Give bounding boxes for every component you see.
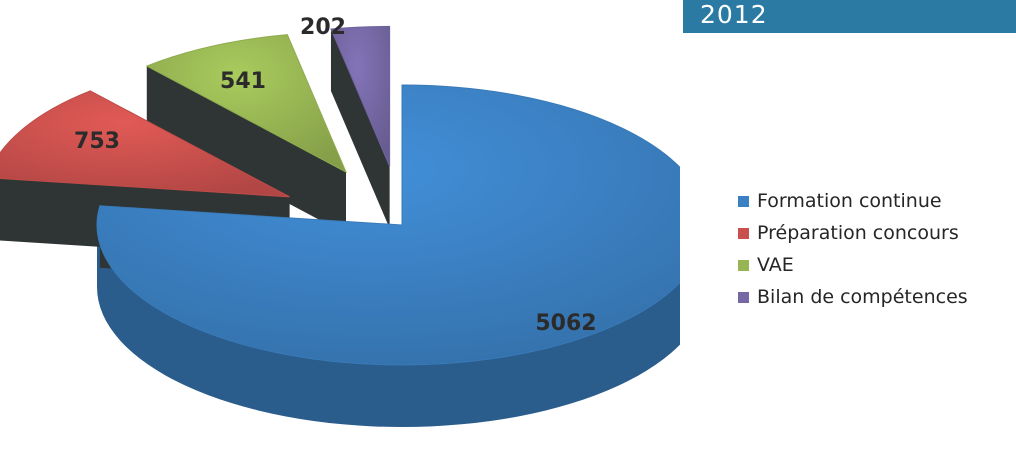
- pie-slice-preparation-concours: [0, 90, 290, 198]
- data-label-bilan-de-competences: 202: [300, 15, 346, 40]
- legend-swatch-vae: [738, 259, 749, 271]
- legend-item-formation-continue: Formation continue: [738, 185, 968, 217]
- legend-item-vae: VAE: [738, 249, 968, 281]
- legend-swatch-bilan-de-competences: [738, 291, 749, 303]
- legend-swatch-formation-continue: [738, 195, 749, 207]
- pie-cut-face-vae-start: [146, 66, 347, 235]
- pie-cut-face-bilan-de-competences-start: [330, 29, 390, 229]
- legend-label-vae: VAE: [757, 254, 794, 276]
- pie-slice-vae: [145, 34, 348, 174]
- legend-swatch-preparation-concours: [738, 227, 749, 239]
- pie-chart: 5062 753 541 202: [0, 15, 680, 427]
- data-label-preparation-concours: 753: [74, 129, 120, 154]
- pie-tops: [0, 25, 680, 366]
- legend-label-bilan-de-competences: Bilan de compétences: [757, 286, 968, 308]
- data-label-vae: 541: [220, 69, 266, 94]
- chart-title: 2012: [700, 0, 768, 29]
- pie-slice-side-bilan-de-competences: [330, 29, 390, 229]
- title-band: [683, 0, 1016, 33]
- pie-slice-formation-continue: [96, 84, 680, 366]
- data-label-formation-continue: 5062: [535, 311, 596, 336]
- chart-legend: Formation continue Préparation concours VA…: [738, 185, 968, 313]
- pie-rim-formation-continue: [97, 225, 680, 427]
- pie-slice-bilan-de-competences: [330, 25, 391, 167]
- pie-data-labels: 5062 753 541 202: [74, 15, 597, 336]
- legend-item-bilan-de-competences: Bilan de compétences: [738, 281, 968, 313]
- legend-label-formation-continue: Formation continue: [757, 190, 942, 212]
- legend-item-preparation-concours: Préparation concours: [738, 217, 968, 249]
- legend-label-preparation-concours: Préparation concours: [757, 222, 959, 244]
